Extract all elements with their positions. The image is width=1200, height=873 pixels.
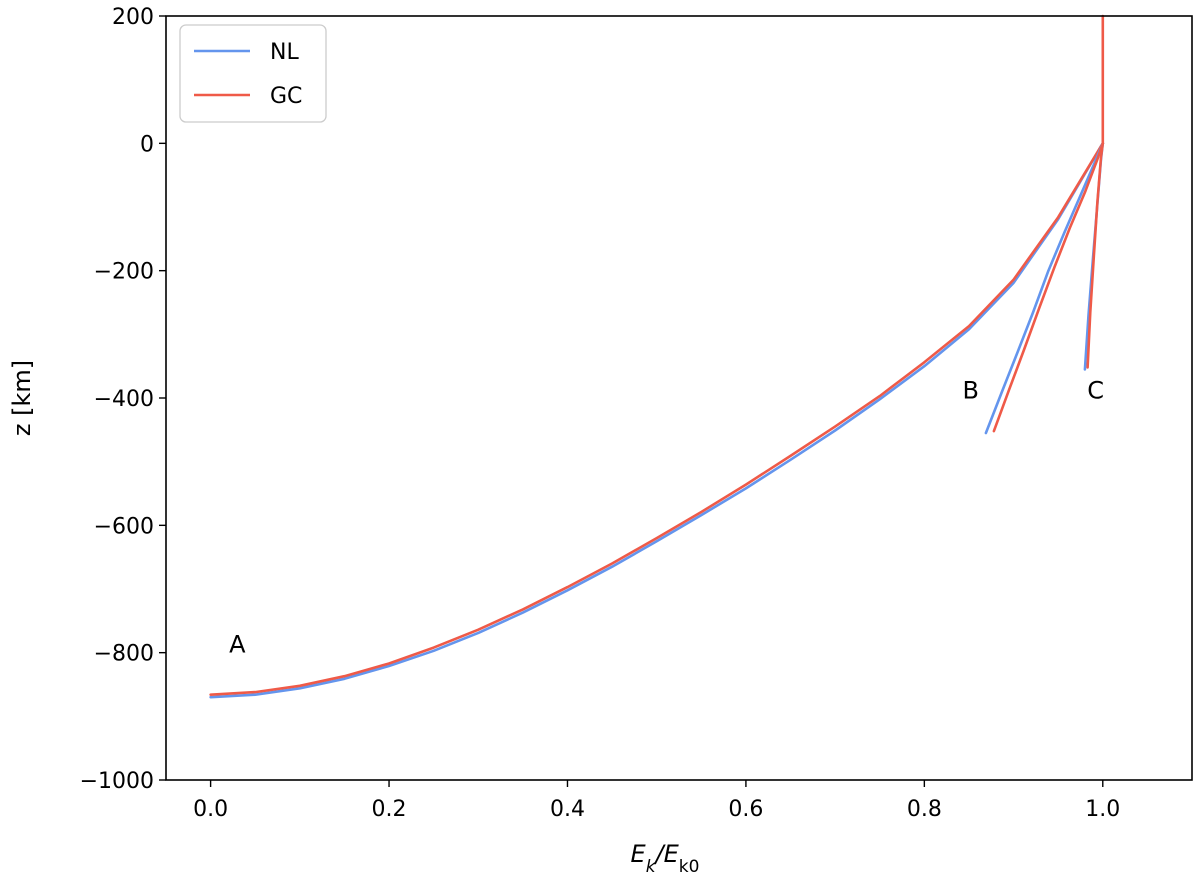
y-tick-label: 200 <box>112 5 154 30</box>
x-tick-label: 0.6 <box>728 797 763 822</box>
legend-label-gc: GC <box>270 84 302 109</box>
legend: NL GC <box>179 24 327 123</box>
x-tick-label: 1.0 <box>1085 797 1120 822</box>
x-axis-ticks: 0.0 0.2 0.4 0.6 0.8 1.0 <box>193 780 1120 822</box>
series-gc-c <box>1086 142 1105 369</box>
series-nl-b <box>984 142 1105 435</box>
legend-box <box>179 24 327 123</box>
x-axis-label-mid: /E <box>654 840 680 868</box>
y-tick-label: 0 <box>140 132 154 157</box>
x-tick-label: 0.8 <box>907 797 942 822</box>
axes-frame <box>165 15 1193 781</box>
series-gc-a <box>209 142 1105 697</box>
x-axis-label-sub1: k <box>646 857 657 873</box>
x-tick-label: 0.4 <box>550 797 585 822</box>
annotation-a: A <box>229 630 246 658</box>
series-layer <box>209 14 1105 699</box>
y-tick-label: −800 <box>94 642 154 667</box>
x-axis-label-main: E <box>631 840 647 868</box>
legend-label-nl: NL <box>270 40 299 65</box>
annotation-c: C <box>1087 376 1104 404</box>
series-gc-b <box>992 142 1105 433</box>
x-tick-label: 0.2 <box>372 797 407 822</box>
y-axis-ticks: 200 0 −200 −400 −600 −800 −1000 <box>80 5 166 794</box>
y-tick-label: −400 <box>94 387 154 412</box>
x-axis-label-sub2: k0 <box>679 857 700 873</box>
annotation-layer: A B C <box>229 376 1104 658</box>
x-tick-label: 0.0 <box>193 797 228 822</box>
y-tick-label: −1000 <box>80 769 154 794</box>
y-tick-label: −200 <box>94 260 154 285</box>
y-tick-label: −600 <box>94 514 154 539</box>
series-nl-a <box>209 142 1105 699</box>
annotation-b: B <box>963 376 979 404</box>
x-axis-label: Ek/Ek0 <box>631 840 700 873</box>
y-axis-label: z [km] <box>8 360 36 436</box>
